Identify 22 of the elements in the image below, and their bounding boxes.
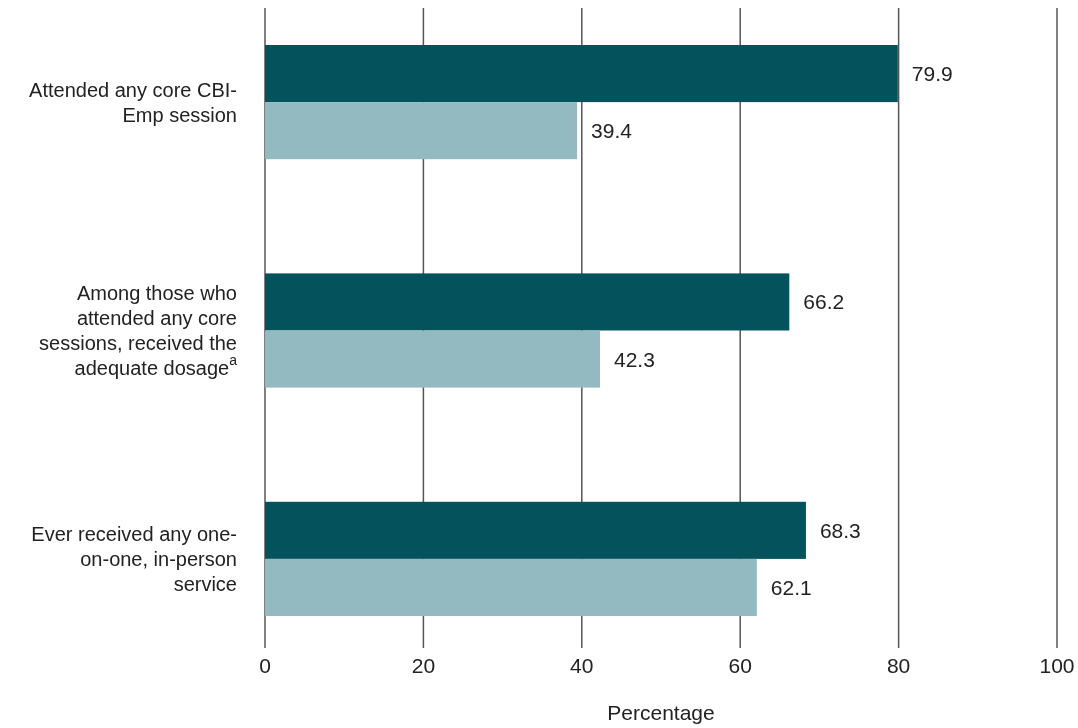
x-tick-label: 0 xyxy=(259,654,271,677)
x-tick-label: 40 xyxy=(570,654,594,677)
x-tick-label: 80 xyxy=(886,654,911,677)
bar xyxy=(265,273,790,331)
data-label: 68.3 xyxy=(819,518,861,542)
data-label: 62.1 xyxy=(770,575,812,599)
bar xyxy=(265,102,578,160)
data-label: 66.2 xyxy=(803,290,845,314)
data-label: 79.9 xyxy=(911,62,953,86)
data-label: 42.3 xyxy=(614,347,655,371)
bar xyxy=(265,330,601,388)
y-tick-label: Attended any core CBI-Emp session xyxy=(29,78,237,126)
y-tick-label: Among those who attended any core sessions, received the adequate dosage$^{a}$ xyxy=(39,282,238,379)
x-tick-label: 100 xyxy=(1039,654,1075,677)
data-label: 39.4 xyxy=(591,119,633,143)
bar xyxy=(265,558,757,616)
bar xyxy=(265,501,806,559)
x-axis-title: Percentage xyxy=(607,701,715,724)
bar xyxy=(265,45,898,103)
x-tick-label: 60 xyxy=(728,654,752,677)
y-tick-label: Ever received any one-on-one, in-person service xyxy=(31,522,237,595)
x-tick-label: 20 xyxy=(411,654,436,677)
